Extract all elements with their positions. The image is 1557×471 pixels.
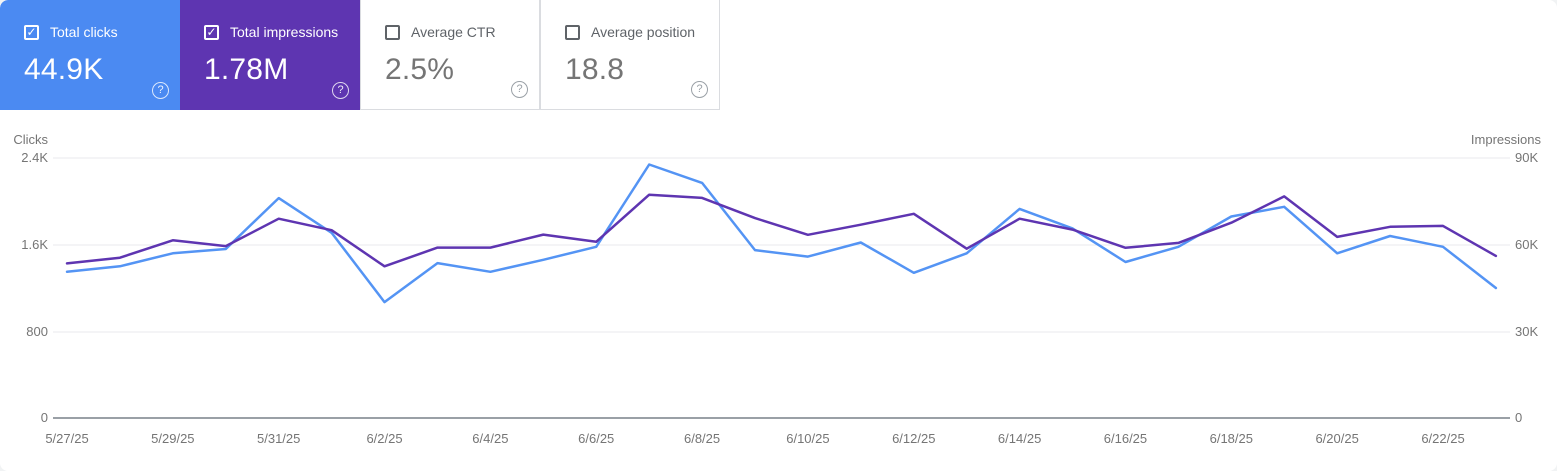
metric-card-total-clicks[interactable]: ✓ Total clicks 44.9K ?: [0, 0, 180, 110]
x-axis-tick: 6/4/25: [472, 431, 508, 446]
x-axis-tick: 6/2/25: [366, 431, 402, 446]
metric-card-label: Average position: [591, 24, 696, 40]
x-axis-tick: 6/14/25: [998, 431, 1041, 446]
help-icon[interactable]: ?: [511, 81, 528, 98]
right-axis-tick: 0: [1515, 410, 1522, 425]
x-axis-tick: 6/8/25: [684, 431, 720, 446]
metric-card-value: 1.78M: [204, 53, 289, 86]
x-axis-tick: 5/31/25: [257, 431, 300, 446]
metric-card-value: 18.8: [565, 53, 625, 86]
x-axis-tick: 6/10/25: [786, 431, 829, 446]
metric-card-total-impressions[interactable]: ✓ Total impressions 1.78M ?: [180, 0, 360, 110]
x-axis-tick: 6/12/25: [892, 431, 935, 446]
left-axis-tick: 2.4K: [21, 150, 48, 165]
left-axis-title: Clicks: [13, 132, 48, 147]
total-clicks-checkbox[interactable]: ✓: [24, 24, 39, 40]
help-icon[interactable]: ?: [152, 82, 169, 99]
x-axis-tick: 6/18/25: [1210, 431, 1253, 446]
metric-card-label: Total impressions: [230, 24, 339, 40]
x-axis-tick: 5/29/25: [151, 431, 194, 446]
clicks-line: [65, 163, 1498, 304]
x-axis-tick: 6/22/25: [1421, 431, 1464, 446]
metric-card-value: 2.5%: [385, 53, 455, 86]
metric-card-label: Average CTR: [411, 24, 496, 40]
metric-card-label: Total clicks: [50, 24, 118, 40]
metric-card-value: 44.9K: [24, 53, 104, 86]
x-axis-tick: 5/27/25: [45, 431, 88, 446]
metric-cards-row: ✓ Total clicks 44.9K ? ✓ Total impressio…: [0, 0, 720, 110]
left-axis-tick: 1.6K: [21, 237, 48, 252]
left-axis-tick: 0: [41, 410, 48, 425]
help-icon[interactable]: ?: [332, 82, 349, 99]
right-axis-tick: 90K: [1515, 150, 1538, 165]
right-axis-title: Impressions: [1471, 132, 1542, 147]
metric-card-average-position[interactable]: Average position 18.8 ?: [540, 0, 720, 110]
x-axis-tick: 6/16/25: [1104, 431, 1147, 446]
left-axis-tick: 800: [26, 324, 48, 339]
x-axis-tick: 6/20/25: [1315, 431, 1358, 446]
right-axis-tick: 30K: [1515, 324, 1538, 339]
help-icon[interactable]: ?: [691, 81, 708, 98]
average-ctr-checkbox[interactable]: [385, 24, 400, 40]
metric-card-average-ctr[interactable]: Average CTR 2.5% ?: [360, 0, 540, 110]
right-axis-tick: 60K: [1515, 237, 1538, 252]
x-axis-tick: 6/6/25: [578, 431, 614, 446]
total-impressions-checkbox[interactable]: ✓: [204, 24, 219, 40]
impressions-line: [65, 193, 1498, 268]
average-position-checkbox[interactable]: [565, 24, 580, 40]
